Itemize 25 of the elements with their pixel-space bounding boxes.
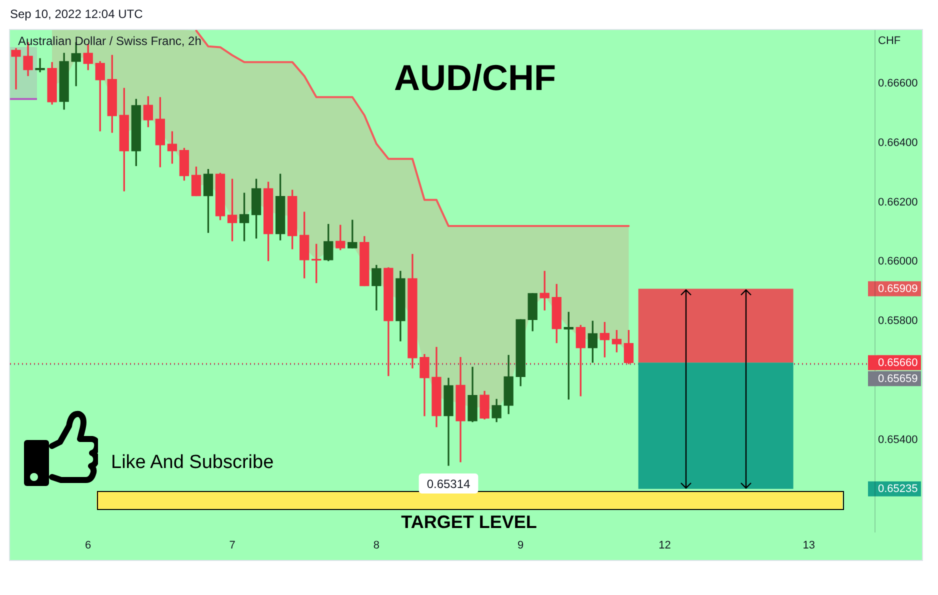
legend-label: 0.65659: [878, 373, 918, 386]
y-tick-label: 0.66000: [878, 256, 918, 268]
x-tick-label: 7: [229, 540, 236, 552]
ref-line-label: 0.65660: [878, 357, 918, 370]
text: Sep 10, 2022 12:04 UTC: [10, 7, 143, 21]
y-tick-label: 0.66400: [878, 136, 918, 149]
y-axis-title: CHF: [878, 35, 901, 48]
annotation: Like And Subscribe: [111, 452, 274, 473]
y-tick-label: 0.65909: [878, 282, 918, 295]
chart-subtitle: Australian Dollar / Swiss Franc, 2h: [18, 34, 202, 48]
candlestick: [11, 48, 21, 90]
y-tick-label: 0.65235: [878, 482, 918, 495]
annotation: 0.65314: [426, 476, 471, 491]
x-tick-label: 8: [373, 540, 380, 552]
y-tick-label: 0.65800: [878, 315, 918, 328]
y-tick-label: 0.65400: [878, 434, 918, 446]
text: AUD/CHF: [394, 57, 556, 98]
candlestick: [35, 58, 45, 72]
annotation: TARGET LEVEL: [401, 512, 537, 532]
x-tick-label: 12: [658, 540, 671, 552]
y-tick-label: 0.66600: [878, 78, 918, 90]
x-tick-label: 9: [518, 540, 524, 552]
y-tick-label: 0.66200: [878, 196, 918, 208]
x-tick-label: 13: [802, 540, 816, 552]
x-tick-label: 6: [85, 540, 92, 552]
